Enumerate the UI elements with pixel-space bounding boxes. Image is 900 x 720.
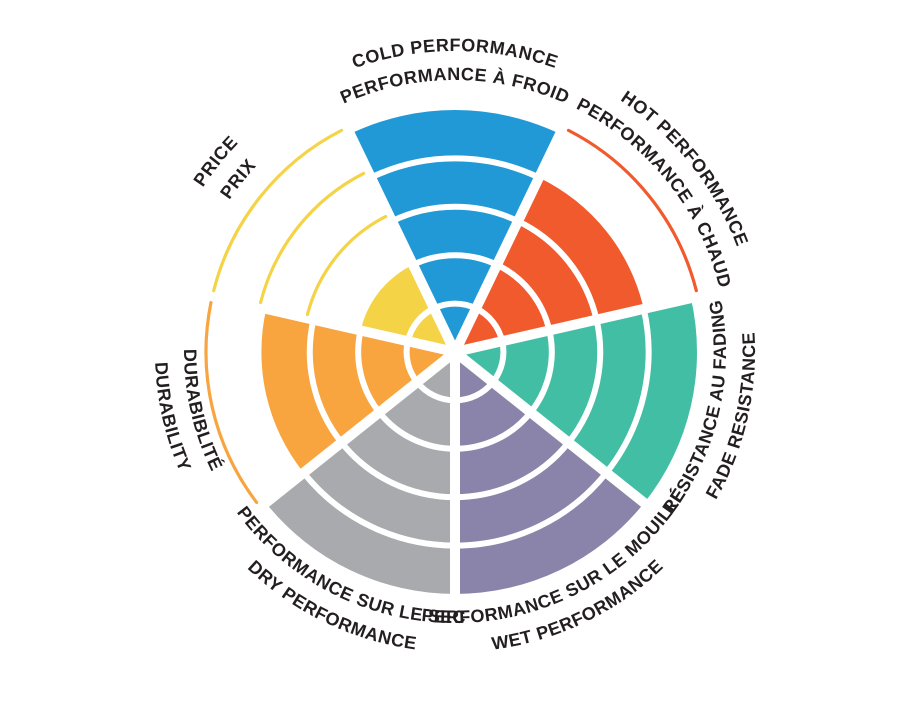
- wedge-fill-wet-performance: [455, 352, 645, 594]
- wedge-label-en-hot-performance: HOT PERFORMANCE: [618, 87, 753, 249]
- wedge-separator-line: [343, 128, 460, 355]
- unfilled-ring-arc-durability: [204, 300, 259, 505]
- ring-divider-arc: [355, 329, 382, 415]
- ring-divider-arc: [390, 203, 520, 224]
- unfilled-ring-arc-price: [305, 214, 388, 317]
- unfilled-ring-arc-price: [258, 171, 366, 305]
- ring-divider-arc: [495, 262, 553, 332]
- ring-divider-arc: [454, 440, 571, 501]
- ring-divider-arc: [306, 319, 344, 445]
- wedge-separator-line: [451, 348, 651, 510]
- wedge-label-fr-cold-performance: PERFORMANCE À FROID: [337, 64, 572, 108]
- ring-divider-arc: [411, 252, 499, 268]
- ring-divider-arc: [454, 410, 534, 452]
- wedge-fill-fade-resistance: [455, 298, 697, 503]
- wedge-separator-line: [453, 292, 696, 357]
- wedge-fill-dry-performance: [265, 352, 455, 594]
- wedge-separator-line: [259, 348, 459, 510]
- wedge-label-text: PERFORMANCE À FROID: [337, 64, 572, 108]
- wedge-separators: [214, 128, 696, 598]
- unfilled-ring-arc-hot-performance: [566, 128, 698, 293]
- ring-divider-arc: [369, 155, 541, 181]
- ring-divider-arc: [339, 440, 456, 501]
- wedge-label-text: HOT PERFORMANCE: [618, 87, 752, 249]
- wedge-fills: [261, 110, 697, 594]
- wedge-fill-price: [360, 264, 455, 352]
- ring-divider-arc: [454, 470, 609, 549]
- ring-divider-arc: [516, 218, 600, 321]
- wedge-fill-cold-performance: [350, 110, 560, 352]
- unfilled-ring-arcs: [204, 128, 698, 505]
- wedge-separator-line: [450, 128, 567, 355]
- ring-divider-arc: [528, 329, 555, 415]
- ring-divider-arc: [604, 308, 652, 475]
- ring-divider-arc: [376, 410, 456, 452]
- ring-divider-arc: [566, 319, 604, 445]
- wedge-separator-line: [214, 292, 457, 357]
- ring-divider-arc: [301, 470, 456, 549]
- unfilled-ring-arc-price: [212, 128, 344, 293]
